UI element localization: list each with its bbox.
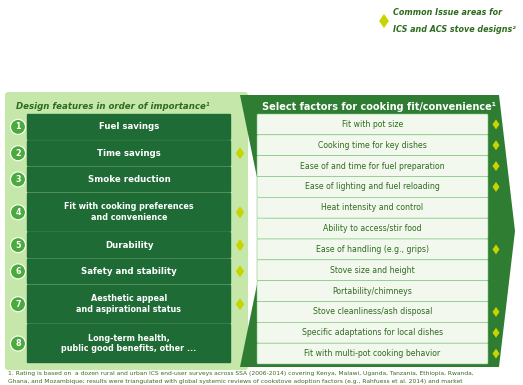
FancyBboxPatch shape: [257, 198, 488, 218]
Circle shape: [10, 238, 26, 253]
Text: Stove cleanliness/ash disposal: Stove cleanliness/ash disposal: [313, 307, 432, 316]
FancyBboxPatch shape: [257, 281, 488, 301]
Text: Smoke reduction: Smoke reduction: [88, 175, 170, 184]
FancyBboxPatch shape: [27, 232, 231, 258]
Text: Fit with multi-pot cooking behavior: Fit with multi-pot cooking behavior: [304, 349, 440, 358]
Text: Specific adaptations for local dishes: Specific adaptations for local dishes: [302, 328, 443, 337]
Polygon shape: [493, 244, 499, 254]
Text: Stove size and height: Stove size and height: [330, 266, 415, 275]
Text: Select factors for cooking fit/convenience¹: Select factors for cooking fit/convenien…: [262, 102, 496, 112]
Text: Fit with cooking preferences
and convenience: Fit with cooking preferences and conveni…: [64, 203, 194, 222]
Text: Ability to access/stir food: Ability to access/stir food: [323, 224, 422, 233]
Polygon shape: [493, 348, 499, 358]
FancyBboxPatch shape: [257, 301, 488, 322]
Polygon shape: [493, 140, 499, 150]
FancyBboxPatch shape: [5, 92, 248, 370]
Text: 4: 4: [15, 208, 21, 217]
FancyBboxPatch shape: [27, 114, 231, 140]
FancyBboxPatch shape: [27, 324, 231, 363]
Text: Ease of handling (e.g., grips): Ease of handling (e.g., grips): [316, 245, 429, 254]
Polygon shape: [236, 147, 244, 159]
Circle shape: [10, 297, 26, 312]
Text: 5: 5: [15, 241, 21, 249]
Text: Ease of lighting and fuel reloading: Ease of lighting and fuel reloading: [305, 182, 440, 191]
Text: 8: 8: [15, 339, 21, 348]
Polygon shape: [493, 307, 499, 317]
Polygon shape: [236, 265, 244, 277]
Text: Ease of and time for fuel preparation: Ease of and time for fuel preparation: [300, 162, 445, 171]
Text: Design features in order of importance¹: Design features in order of importance¹: [16, 102, 210, 111]
Polygon shape: [236, 239, 244, 251]
FancyBboxPatch shape: [257, 239, 488, 260]
FancyBboxPatch shape: [257, 260, 488, 281]
FancyBboxPatch shape: [257, 176, 488, 198]
Polygon shape: [236, 298, 244, 310]
Circle shape: [10, 146, 26, 161]
FancyBboxPatch shape: [27, 140, 231, 166]
Circle shape: [10, 336, 26, 351]
Circle shape: [10, 205, 26, 220]
Polygon shape: [493, 119, 499, 129]
Text: Aesthetic appeal
and aspirational status: Aesthetic appeal and aspirational status: [76, 294, 181, 314]
Text: Fuel savings: Fuel savings: [99, 122, 159, 131]
Text: Durability: Durability: [105, 241, 153, 249]
Circle shape: [10, 264, 26, 279]
Text: 1. Rating is based on  a dozen rural and urban ICS end-user surveys across SSA (: 1. Rating is based on a dozen rural and …: [8, 371, 474, 376]
Polygon shape: [379, 14, 389, 28]
Circle shape: [10, 172, 26, 187]
Text: Long-term health,
public good benefits, other ...: Long-term health, public good benefits, …: [61, 334, 197, 353]
FancyBboxPatch shape: [257, 322, 488, 343]
Polygon shape: [493, 182, 499, 192]
Polygon shape: [493, 328, 499, 338]
Text: Portability/chimneys: Portability/chimneys: [333, 286, 413, 296]
Text: 3: 3: [15, 175, 21, 184]
Text: 1: 1: [15, 122, 21, 131]
Text: Common Issue areas for: Common Issue areas for: [393, 8, 502, 17]
FancyBboxPatch shape: [257, 156, 488, 176]
Text: Ghana, and Mozambique; results were triangulated with global systemic reviews of: Ghana, and Mozambique; results were tria…: [8, 379, 463, 384]
Polygon shape: [236, 206, 244, 218]
Text: Cooking time for key dishes: Cooking time for key dishes: [318, 141, 427, 150]
FancyBboxPatch shape: [257, 135, 488, 156]
FancyBboxPatch shape: [257, 343, 488, 364]
FancyBboxPatch shape: [27, 258, 231, 285]
Text: Safety and stability: Safety and stability: [81, 267, 177, 276]
Text: 7: 7: [15, 300, 21, 309]
Text: Heat intensity and control: Heat intensity and control: [322, 203, 424, 212]
Text: Time savings: Time savings: [97, 149, 161, 158]
Text: Fit with pot size: Fit with pot size: [342, 120, 403, 129]
FancyBboxPatch shape: [27, 166, 231, 192]
FancyBboxPatch shape: [27, 285, 231, 324]
Text: 2: 2: [15, 149, 21, 158]
FancyBboxPatch shape: [27, 192, 231, 232]
Polygon shape: [240, 95, 515, 367]
FancyBboxPatch shape: [257, 114, 488, 135]
Text: 6: 6: [15, 267, 21, 276]
Polygon shape: [493, 161, 499, 171]
Circle shape: [10, 119, 26, 134]
FancyBboxPatch shape: [257, 218, 488, 239]
Text: ICS and ACS stove designs²: ICS and ACS stove designs²: [393, 25, 516, 34]
